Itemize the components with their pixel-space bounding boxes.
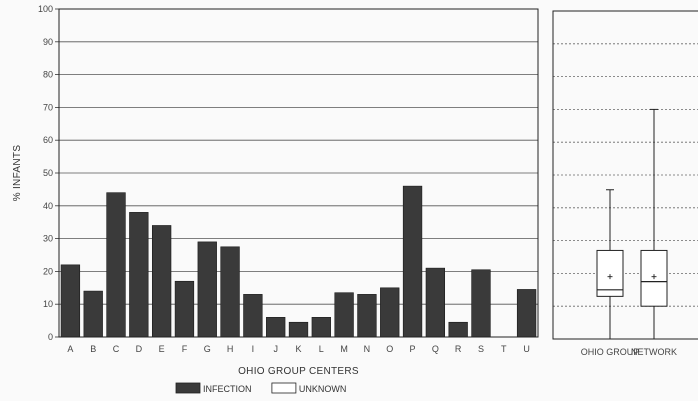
bar-E [151,225,172,338]
x-tick-label: L [319,344,324,354]
bar-P [402,185,423,338]
box-gridlines [553,43,698,307]
main-y-tick-labels: 0 10 20 30 40 50 60 70 80 90 100 [38,4,53,342]
y-tick-label: 100 [38,4,53,14]
bar-F [174,280,195,338]
bar-N [357,294,377,338]
x-tick-label: F [182,344,188,354]
y-axis-title: % INFANTS [12,145,23,202]
bar-D [129,212,149,338]
main-gridlines [55,8,538,338]
iqr-box [596,249,624,297]
y-tick-label: 30 [43,234,53,244]
y-tick-label: 90 [43,37,53,47]
bar-S [471,269,491,338]
box-x-tick-label: NETWORK [631,347,677,357]
y-tick-label: 0 [48,332,53,342]
main-bars [60,185,537,338]
bar-H [220,246,240,338]
x-tick-label: G [204,344,211,354]
bar-C [106,192,126,338]
x-tick-label: E [159,344,165,354]
x-tick-label: T [501,344,507,354]
bar-I [243,294,263,338]
y-tick-label: 10 [43,299,53,309]
bar-J [266,317,286,338]
x-tick-label: R [455,344,462,354]
x-tick-label: N [364,344,371,354]
x-tick-label: Q [432,344,439,354]
y-tick-label: 50 [43,168,53,178]
bar-U [516,289,537,338]
bar-A [60,264,81,338]
main-plot-frame [58,8,539,338]
x-tick-label: M [340,344,348,354]
bar-B [83,290,103,338]
box-ohio-group [596,189,624,340]
box-plot-marks [596,108,668,340]
legend: INFECTION UNKNOWN [175,382,347,394]
x-tick-label: B [90,344,96,354]
x-tick-label: J [273,344,278,354]
bar-L [311,317,331,338]
box-plot-frame [552,10,698,340]
y-tick-label: 40 [43,201,53,211]
bar-Q [425,267,446,338]
legend-label: UNKNOWN [299,384,347,394]
x-tick-label: H [227,344,234,354]
x-tick-label: K [295,344,301,354]
box-x-tick-label: OHIO GROUP [581,347,640,357]
box-network [640,108,668,340]
y-tick-label: 70 [43,102,53,112]
x-tick-label: U [523,344,530,354]
bar-R [448,321,468,338]
bar-M [334,292,354,338]
bar-O [380,287,400,338]
y-tick-label: 60 [43,135,53,145]
bar-G [197,241,217,338]
x-tick-label: D [136,344,143,354]
y-tick-label: 80 [43,70,53,80]
x-tick-label: C [113,344,120,354]
bar-K [288,321,309,338]
legend-swatch-unknown [271,382,297,394]
main-x-tick-labels: A B C D E F G H I J K L M N O P Q R S T U [67,344,529,354]
x-tick-label: I [252,344,255,354]
x-axis-title: OHIO GROUP CENTERS [238,366,359,377]
x-tick-label: P [410,344,416,354]
x-tick-label: A [67,344,73,354]
x-tick-label: O [386,344,393,354]
y-tick-label: 20 [43,266,53,276]
legend-swatch-infection [175,382,201,394]
x-tick-label: S [478,344,484,354]
legend-label: INFECTION [203,384,252,394]
